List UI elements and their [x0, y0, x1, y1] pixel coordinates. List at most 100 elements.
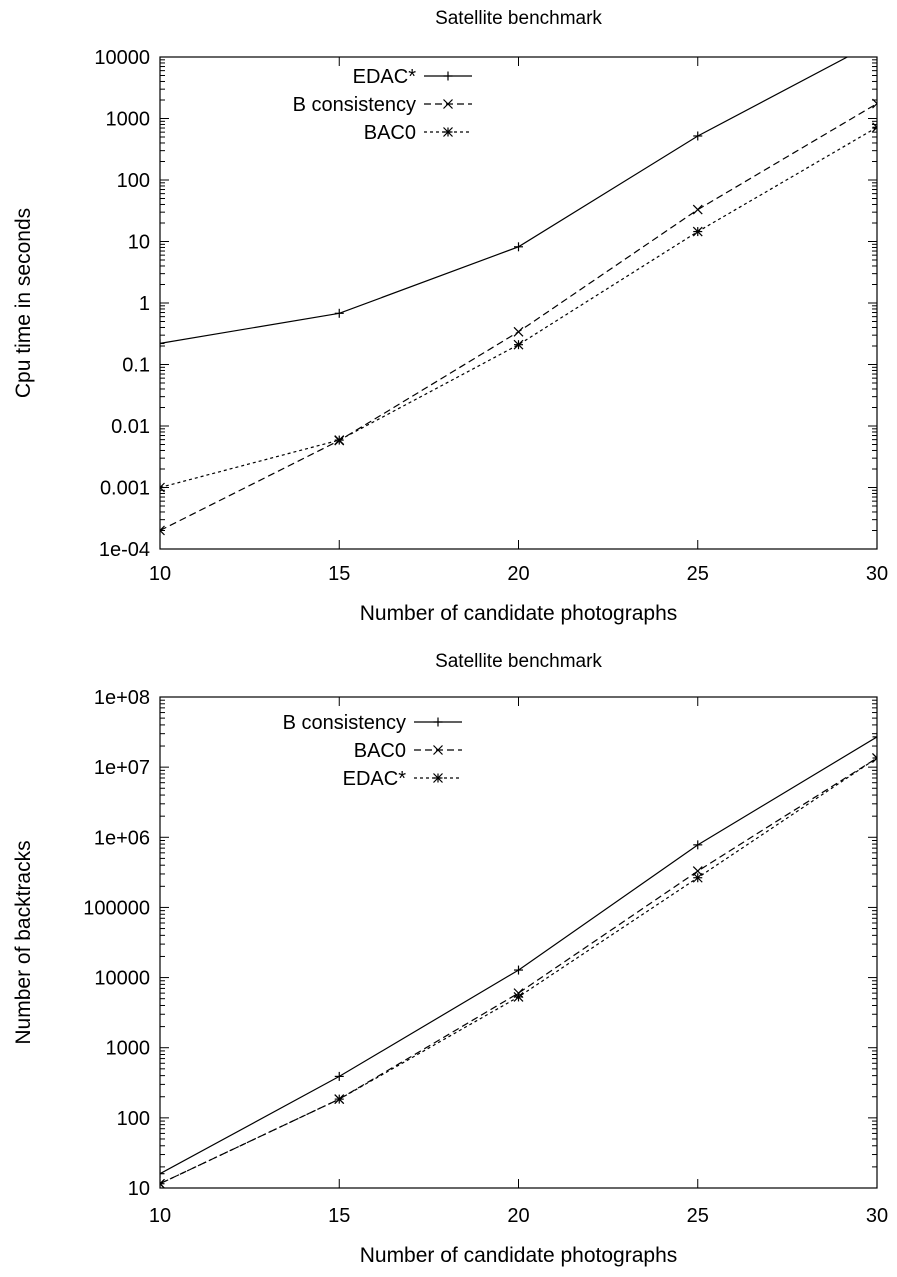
- chart-1-series-b-consistency-point-stroke: [872, 98, 877, 105]
- chart-1-series-bac0-point: [334, 435, 345, 446]
- chart-2-ytick-label: 100: [117, 1108, 150, 1130]
- chart-2-series-edac-point-stroke: [160, 1182, 165, 1188]
- chart-1-series-bac0-point-stroke: [160, 486, 165, 493]
- chart-1-xtick-label: 10: [149, 563, 171, 585]
- chart-2-legend-marker-stroke: [433, 773, 443, 783]
- chart-1-ytick-label: 100: [117, 170, 150, 192]
- chart-2-series-b-consistency-point: [160, 1169, 165, 1179]
- chart-1-ytick-label: 1e-04: [99, 539, 150, 561]
- chart-2-ytick-label: 1000: [106, 1038, 151, 1060]
- chart-2: Satellite benchmark 10 100 1000 10000 100000 1…: [12, 651, 888, 1267]
- chart-1-legend-marker: [443, 71, 453, 81]
- chart-1-series-bac0-point-stroke: [513, 339, 524, 350]
- chart-2-series-b-consistency-point: [334, 1071, 344, 1081]
- chart-1-legend-marker-stroke: [443, 99, 453, 109]
- chart-1-series-b-consistency-point-stroke: [692, 204, 703, 215]
- chart-1-series-b-consistency-point-stroke: [160, 529, 165, 536]
- chart-1-series-b-consistency-point-stroke: [513, 326, 524, 337]
- chart-1-series-bac0-point: [692, 226, 703, 237]
- chart-1-series-edac-point: [514, 242, 523, 252]
- chart-2-ytick-label: 10000: [94, 968, 150, 990]
- chart-2-series-edac-point-stroke: [872, 753, 877, 759]
- chart-2-xtick-label: 15: [328, 1205, 350, 1227]
- chart-2-legend-marker-stroke: [433, 745, 443, 755]
- chart-1-xtick-label: 30: [866, 563, 888, 585]
- chart-1-series-bac0-point: [872, 122, 877, 133]
- chart-1-legend-entry: BAC0: [364, 122, 472, 144]
- chart-2-series-edac: [160, 753, 877, 1188]
- chart-1-legend-marker: [443, 99, 453, 109]
- chart-2-series-edac-point: [334, 1094, 345, 1105]
- chart-2-xlabel: Number of candidate photographs: [360, 1244, 678, 1267]
- chart-1-ylabel: Cpu time in seconds: [12, 208, 35, 398]
- chart-1-series-bac0-point-stroke: [872, 122, 877, 129]
- chart-1-series-edac-point: [693, 131, 703, 141]
- chart-2-ytick-label: 1e+06: [94, 827, 150, 849]
- chart-2-legend-label: BAC0: [354, 740, 406, 762]
- chart-1-series-b-consistency-line: [160, 103, 877, 532]
- chart-1-series-bac0-point: [160, 482, 165, 493]
- chart-2-series-b-consistency-line: [160, 736, 877, 1175]
- chart-1-series-edac-line: [160, 57, 849, 344]
- chart-1-plot-frame: [159, 56, 878, 550]
- chart-1-ytick-label: 1000: [106, 109, 151, 131]
- chart-2-legend-entry: EDAC*: [343, 768, 462, 790]
- chart-2-series-b-consistency-point: [514, 965, 523, 975]
- chart-2-legend-entry: B consistency: [283, 712, 462, 734]
- chart-1-legend-marker: [443, 127, 453, 137]
- chart-1-series-b-consistency-point-stroke: [872, 102, 877, 109]
- chart-1-xtick-label: 25: [687, 563, 709, 585]
- chart-1-series-edac-point: [160, 338, 165, 348]
- chart-1: Satellite benchmark 1e-04 0.001 0.01 0.1 1 10 1…: [12, 8, 888, 625]
- chart-2-title: Satellite benchmark: [435, 651, 602, 672]
- chart-2-series-edac-point: [872, 753, 877, 763]
- chart-2-legend-label: EDAC*: [343, 768, 407, 790]
- chart-1-legend-label: B consistency: [293, 94, 416, 116]
- chart-1-series-bac0-point-stroke: [872, 126, 877, 133]
- chart-2-xtick-label: 30: [866, 1205, 888, 1227]
- chart-2-series-edac-point: [513, 991, 524, 1002]
- chart-1-legend-entry: B consistency: [293, 94, 472, 116]
- chart-2-ytick-label: 1e+08: [94, 687, 150, 709]
- chart-2-ytick-label: 1e+07: [94, 757, 150, 779]
- chart-1-series-b-consistency-point: [872, 98, 877, 109]
- chart-2-ytick-label: 10: [128, 1178, 150, 1200]
- chart-2-xtick-label: 20: [507, 1205, 529, 1227]
- chart-2-series-edac-point-stroke: [513, 991, 524, 1002]
- chart-1-series-b-consistency-point: [513, 326, 524, 337]
- chart-1-series-bac0: [160, 122, 877, 493]
- chart-2-ylabel: Number of backtracks: [12, 840, 35, 1044]
- chart-1-series-bac0-point-stroke: [692, 226, 703, 237]
- chart-1-title: Satellite benchmark: [435, 8, 602, 29]
- chart-1-xtick-label: 15: [328, 563, 350, 585]
- chart-1-series-b-consistency: [160, 98, 877, 536]
- chart-2-series-edac-point-stroke: [872, 757, 877, 763]
- chart-1-series-b-consistency-point: [160, 525, 165, 536]
- chart-1-series-edac-point: [873, 37, 882, 46]
- chart-1-xtick-label: 20: [507, 563, 529, 585]
- chart-1-ytick-label: 0.001: [100, 478, 150, 500]
- chart-2-series-b-consistency-point: [872, 732, 877, 742]
- chart-1-series-b-consistency-point: [692, 204, 703, 215]
- chart-1-series-edac: [160, 37, 882, 348]
- chart-2-series-edac-point-stroke: [160, 1178, 165, 1185]
- chart-2-series-b-consistency: [160, 732, 877, 1179]
- chart-2-legend-entry: BAC0: [354, 740, 462, 762]
- chart-2-series-edac-point: [160, 1178, 165, 1188]
- chart-1-legend-entry: EDAC*: [353, 66, 472, 88]
- chart-1-legend-marker-stroke: [443, 127, 453, 137]
- chart-2-xtick-label: 10: [149, 1205, 171, 1227]
- chart-1-series-bac0-point-stroke: [160, 482, 165, 489]
- chart-2-legend-label: B consistency: [283, 712, 406, 734]
- chart-1-xlabel: Number of candidate photographs: [360, 602, 678, 625]
- chart-1-series-b-consistency-point-stroke: [160, 525, 165, 532]
- chart-2-series-b-consistency-point: [693, 840, 703, 850]
- chart-2-series-edac-point-stroke: [692, 872, 703, 883]
- chart-2-legend-marker: [433, 717, 443, 727]
- chart-2-legend-marker: [433, 745, 443, 755]
- chart-2-series-edac-point: [692, 872, 703, 883]
- chart-1-ytick-label: 0.1: [122, 355, 150, 377]
- chart-1-ytick-label: 10000: [94, 47, 150, 69]
- chart-2-xtick-label: 25: [687, 1205, 709, 1227]
